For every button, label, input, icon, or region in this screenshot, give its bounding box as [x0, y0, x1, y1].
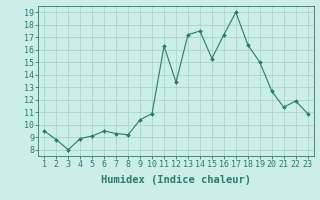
X-axis label: Humidex (Indice chaleur): Humidex (Indice chaleur)	[101, 175, 251, 185]
